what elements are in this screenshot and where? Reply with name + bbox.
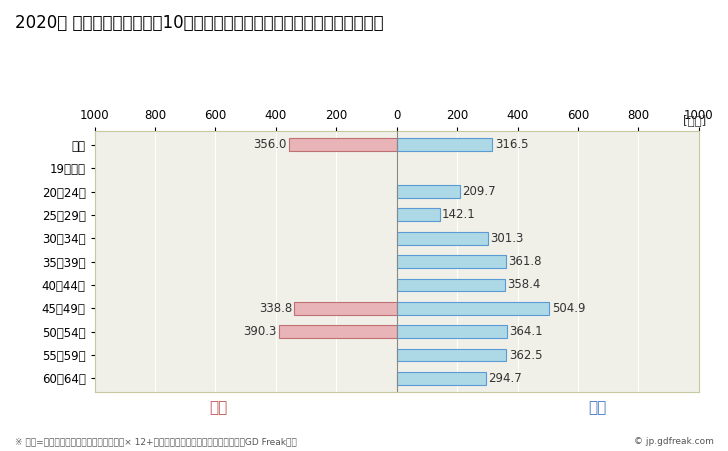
- Bar: [397, 372, 486, 385]
- Text: [万円]: [万円]: [683, 115, 706, 128]
- Text: 209.7: 209.7: [462, 185, 496, 198]
- Text: 316.5: 316.5: [495, 138, 529, 151]
- Text: ※ 年収=「きまって支給する現金給与額」× 12+「年間賞与その他特別給与額」としてGD Freak推計: ※ 年収=「きまって支給する現金給与額」× 12+「年間賞与その他特別給与額」と…: [15, 437, 296, 446]
- Bar: [397, 325, 507, 338]
- Bar: [397, 302, 550, 315]
- Text: 338.8: 338.8: [258, 302, 292, 315]
- Text: 294.7: 294.7: [488, 372, 522, 385]
- Bar: [294, 302, 397, 315]
- Text: © jp.gdfreak.com: © jp.gdfreak.com: [633, 437, 713, 446]
- Bar: [397, 185, 460, 198]
- Text: 356.0: 356.0: [253, 138, 287, 151]
- Text: 女性: 女性: [209, 400, 228, 416]
- Bar: [279, 325, 397, 338]
- Text: 504.9: 504.9: [552, 302, 585, 315]
- Text: 358.4: 358.4: [507, 278, 541, 291]
- Bar: [397, 349, 506, 361]
- Bar: [397, 138, 492, 151]
- Bar: [397, 232, 488, 244]
- Bar: [397, 208, 440, 221]
- Text: 2020年 民間企業（従業者数10人以上）フルタイム労働者の男女別平均年収: 2020年 民間企業（従業者数10人以上）フルタイム労働者の男女別平均年収: [15, 14, 383, 32]
- Text: 364.1: 364.1: [509, 325, 543, 338]
- Text: 362.5: 362.5: [509, 349, 542, 362]
- Text: 301.3: 301.3: [490, 232, 523, 245]
- Text: 390.3: 390.3: [243, 325, 277, 338]
- Bar: [289, 138, 397, 151]
- Bar: [397, 255, 506, 268]
- Text: 男性: 男性: [587, 400, 606, 416]
- Text: 361.8: 361.8: [508, 255, 542, 268]
- Text: 142.1: 142.1: [442, 208, 476, 221]
- Bar: [397, 279, 505, 291]
